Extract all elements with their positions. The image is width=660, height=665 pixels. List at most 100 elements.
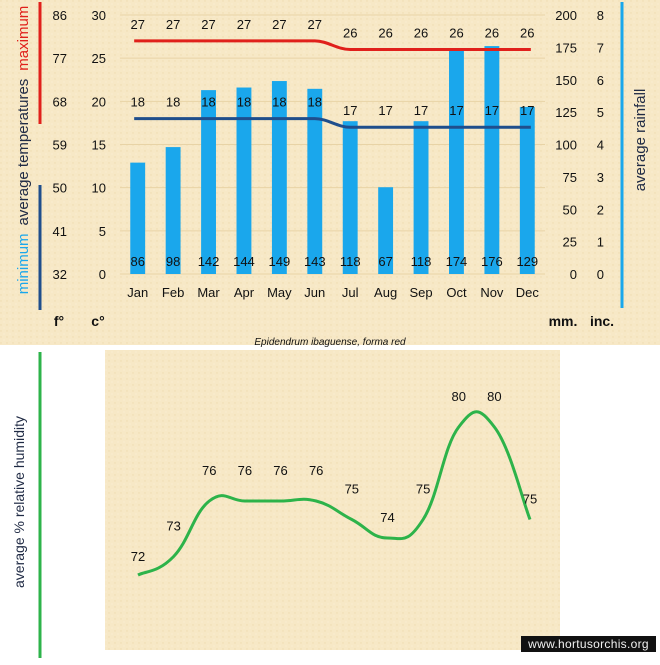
fahrenheit-tick: 41 bbox=[53, 224, 67, 239]
rainfall-value-label: 149 bbox=[269, 254, 291, 269]
rainfall-bars bbox=[130, 46, 535, 275]
month-tick-dec: Dec bbox=[516, 285, 540, 300]
humidity-line bbox=[137, 410, 532, 577]
min-temp-label: 17 bbox=[485, 103, 499, 118]
inch-tick: 7 bbox=[597, 40, 604, 55]
fahrenheit-tick: 68 bbox=[53, 94, 67, 109]
fahrenheit-tick: 86 bbox=[53, 8, 67, 23]
celsius-tick: 20 bbox=[92, 94, 106, 109]
humidity-value-label: 74 bbox=[380, 510, 394, 525]
humidity-value-label: 75 bbox=[416, 482, 430, 497]
celsius-tick: 0 bbox=[99, 267, 106, 282]
month-tick-apr: Apr bbox=[234, 285, 255, 300]
inch-unit: inc. bbox=[590, 313, 614, 329]
rainfall-value-label: 86 bbox=[130, 254, 144, 269]
rainfall-value-label: 129 bbox=[516, 254, 538, 269]
mm-tick: 125 bbox=[555, 105, 577, 120]
humidity-plot-background bbox=[105, 350, 560, 650]
mm-tick: 200 bbox=[555, 8, 577, 23]
max-temp-label: 27 bbox=[237, 17, 251, 32]
humidity-axis-title: average % relative humidity bbox=[11, 416, 27, 588]
min-temp-label: 17 bbox=[520, 103, 534, 118]
humidity-chart: 72 73 76 76 76 76 75 74 75 80 80 75 bbox=[131, 389, 537, 577]
minimum-label: minimum bbox=[15, 233, 32, 294]
min-temp-label: 17 bbox=[449, 103, 463, 118]
rainfall-bar-oct bbox=[449, 48, 464, 274]
humidity-value-label: 76 bbox=[202, 463, 216, 478]
humidity-value-label: 75 bbox=[345, 482, 359, 497]
max-temp-label: 26 bbox=[485, 26, 499, 41]
min-temp-label: 17 bbox=[378, 103, 392, 118]
min-temp-label: 18 bbox=[130, 95, 144, 110]
month-tick-feb: Feb bbox=[162, 285, 184, 300]
rainfall-value-label: 118 bbox=[340, 254, 361, 269]
mm-tick: 100 bbox=[555, 138, 577, 153]
mm-tick: 0 bbox=[570, 267, 577, 282]
rainfall-bar-nov bbox=[484, 46, 500, 274]
rainfall-value-label: 142 bbox=[198, 254, 220, 269]
humidity-value-label: 73 bbox=[166, 519, 180, 534]
rainfall-bar-apr bbox=[236, 87, 252, 275]
month-tick-aug: Aug bbox=[374, 285, 397, 300]
inch-tick: 2 bbox=[597, 202, 604, 217]
month-tick-jan: Jan bbox=[127, 285, 148, 300]
mm-unit: mm. bbox=[549, 313, 578, 329]
fahrenheit-unit: f° bbox=[54, 313, 64, 329]
rainfall-bar-mar bbox=[201, 90, 216, 274]
max-temp-label: 26 bbox=[343, 26, 357, 41]
celsius-unit: c° bbox=[91, 313, 104, 329]
data-labels: 86 98 142 144 149 143 118 67 118 174 176 129 27 27 27 2… bbox=[130, 17, 538, 269]
rainfall-bar-aug bbox=[378, 187, 394, 274]
max-temp-label: 26 bbox=[378, 26, 392, 41]
top-chart-background bbox=[0, 0, 660, 345]
inch-tick: 6 bbox=[597, 73, 604, 88]
axis-ticks: 8677685950413230252015105020017515012510… bbox=[53, 8, 604, 300]
rainfall-bar-jan bbox=[130, 162, 146, 274]
celsius-tick: 10 bbox=[92, 181, 106, 196]
month-tick-oct: Oct bbox=[446, 285, 467, 300]
celsius-tick: 5 bbox=[99, 224, 106, 239]
fahrenheit-tick: 59 bbox=[53, 138, 67, 153]
rainfall-value-label: 98 bbox=[166, 254, 180, 269]
month-tick-may: May bbox=[267, 285, 292, 300]
max-temperature-line bbox=[134, 39, 531, 52]
watermark: www.hortusorchis.org bbox=[521, 636, 656, 652]
inch-tick: 1 bbox=[597, 235, 604, 250]
mm-tick: 150 bbox=[555, 73, 577, 88]
mm-tick: 25 bbox=[563, 235, 577, 250]
max-temp-label: 26 bbox=[449, 26, 463, 41]
month-tick-mar: Mar bbox=[197, 285, 220, 300]
min-temp-label: 18 bbox=[237, 95, 251, 110]
month-tick-jun: Jun bbox=[304, 285, 325, 300]
humidity-value-label: 76 bbox=[309, 463, 323, 478]
inch-tick: 3 bbox=[597, 170, 604, 185]
min-temp-label: 18 bbox=[272, 95, 286, 110]
mm-tick: 50 bbox=[563, 202, 577, 217]
min-temp-label: 17 bbox=[343, 103, 357, 118]
rainfall-value-label: 174 bbox=[446, 254, 468, 269]
rainfall-bar-jun bbox=[307, 88, 323, 274]
rainfall-value-label: 144 bbox=[233, 254, 255, 269]
humidity-value-label: 76 bbox=[238, 463, 252, 478]
inch-tick: 5 bbox=[597, 105, 604, 120]
maximum-label: maximum bbox=[15, 6, 32, 71]
rainfall-value-label: 143 bbox=[304, 254, 326, 269]
humidity-value-label: 72 bbox=[131, 549, 145, 564]
max-temp-label: 27 bbox=[166, 17, 180, 32]
left-axis-title: minimum average temperatures maximum bbox=[15, 6, 32, 295]
rainfall-value-label: 118 bbox=[411, 254, 432, 269]
rainfall-value-label: 67 bbox=[378, 254, 392, 269]
month-tick-nov: Nov bbox=[480, 285, 504, 300]
fahrenheit-tick: 32 bbox=[53, 267, 67, 282]
humidity-value-label: 80 bbox=[487, 389, 501, 404]
max-temp-label: 26 bbox=[414, 26, 428, 41]
temperature-lines bbox=[134, 39, 531, 129]
temperature-gridlines bbox=[120, 14, 545, 275]
rainfall-bar-jul bbox=[342, 121, 358, 274]
fahrenheit-tick: 77 bbox=[53, 51, 67, 66]
inch-tick: 8 bbox=[597, 8, 604, 23]
rainfall-value-label: 176 bbox=[481, 254, 503, 269]
celsius-tick: 30 bbox=[92, 8, 106, 23]
